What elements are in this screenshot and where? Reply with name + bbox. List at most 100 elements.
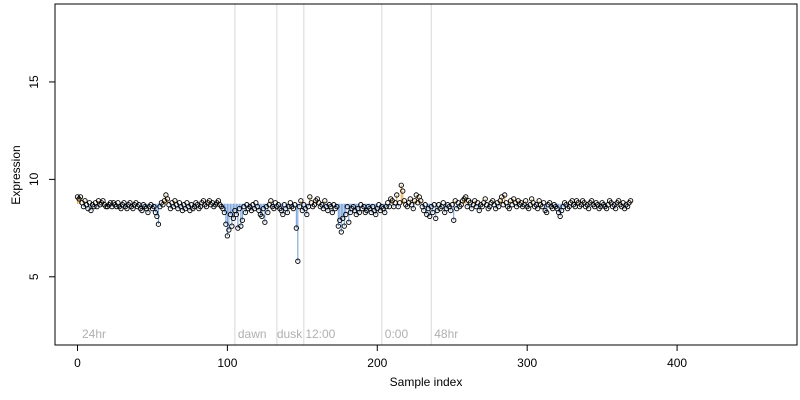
data-point-180	[344, 204, 350, 210]
region-label-0: 24hr	[82, 327, 106, 341]
data-point-125	[262, 219, 268, 225]
data-point-181	[346, 219, 352, 225]
data-point-322	[557, 213, 563, 220]
x-axis-label: Sample index	[390, 375, 463, 389]
data-point-359	[612, 205, 619, 212]
data-point-147	[295, 258, 301, 264]
data-point-205	[382, 209, 388, 216]
data-point-106	[233, 211, 240, 218]
data-point-268	[476, 207, 482, 214]
x-tick-label-0: 0	[74, 356, 81, 370]
data-point-165	[322, 198, 328, 204]
data-point-101	[226, 227, 232, 233]
data-point-98	[221, 209, 228, 216]
data-point-103	[229, 223, 235, 229]
x-axis: 0 100 200 300 400	[74, 344, 687, 370]
data-point-369	[627, 198, 634, 204]
data-point-259	[463, 194, 469, 200]
data-point-288	[506, 205, 512, 212]
data-point-272	[482, 196, 488, 202]
data-point-129	[268, 198, 274, 204]
data-point-173	[334, 204, 340, 210]
data-point-232	[422, 202, 428, 208]
data-point-99	[223, 221, 229, 227]
data-point-146	[293, 225, 299, 231]
data-point-177	[340, 215, 346, 221]
data-point-251	[451, 217, 457, 223]
data-point-222	[407, 196, 413, 202]
data-point-60	[164, 196, 171, 202]
data-point-249	[448, 207, 454, 214]
data-point-285	[502, 192, 508, 198]
data-point-188	[356, 209, 362, 216]
data-point-47	[145, 209, 151, 216]
data-point-237	[430, 209, 436, 216]
data-point-231	[421, 207, 427, 214]
data-point-100	[224, 233, 231, 239]
data-point-153	[304, 211, 310, 218]
region-label-3: 12:00	[305, 327, 335, 341]
data-point-215	[397, 200, 403, 206]
data-point-9	[88, 207, 94, 214]
region-label-1: dawn	[238, 327, 267, 341]
data-point-313	[544, 209, 550, 216]
y-tick-label-1: 10	[27, 172, 41, 186]
y-axis: 5 10 15	[27, 75, 56, 280]
x-tick-label-4: 400	[667, 356, 687, 370]
data-point-224	[410, 205, 416, 212]
data-point-51	[151, 204, 157, 210]
data-point-244	[440, 200, 446, 206]
data-point-217	[400, 188, 406, 194]
y-tick-label-0: 5	[27, 273, 41, 280]
data-point-250	[449, 202, 455, 208]
data-point-53	[154, 213, 160, 220]
data-point-109	[238, 223, 244, 229]
data-point-43	[139, 207, 145, 214]
data-point-110	[239, 217, 246, 223]
data-point-127	[265, 209, 271, 216]
y-axis-label: Expression	[9, 145, 23, 204]
data-point-54	[155, 221, 162, 227]
data-point-112	[242, 209, 249, 216]
data-point-235	[427, 213, 433, 220]
data-point-148	[296, 204, 302, 210]
region-labels: 24hr dawn dusk 12:00 0:00 48hr	[82, 327, 458, 341]
data-point-108	[236, 205, 243, 212]
data-point-155	[307, 194, 313, 200]
data-point-2	[77, 194, 84, 200]
data-point-140	[284, 209, 290, 216]
data-point-170	[329, 209, 335, 216]
region-label-2: dusk	[277, 327, 303, 341]
data-point-179	[343, 211, 349, 218]
x-tick-label-2: 200	[367, 356, 387, 370]
data-point-213	[394, 192, 400, 198]
data-point-137	[280, 211, 286, 218]
x-tick-label-3: 300	[517, 356, 537, 370]
x-tick-label-1: 100	[217, 356, 237, 370]
data-points	[74, 182, 634, 264]
data-point-102	[227, 211, 234, 218]
data-point-104	[230, 215, 237, 221]
plot-frame	[54, 3, 798, 346]
data-point-176	[338, 229, 344, 235]
region-label-4: 0:00	[385, 327, 409, 341]
data-point-307	[535, 205, 541, 212]
data-point-174	[335, 223, 341, 229]
data-point-260	[464, 204, 470, 210]
data-point-123	[259, 213, 265, 220]
data-point-199	[373, 211, 379, 218]
y-tick-label-2: 15	[27, 75, 41, 89]
data-point-145	[292, 202, 298, 208]
data-point-239	[433, 215, 439, 221]
data-point-281	[496, 204, 502, 210]
data-point-311	[541, 200, 547, 206]
region-lines	[234, 4, 432, 345]
data-point-149	[298, 198, 304, 204]
data-point-178	[341, 223, 347, 229]
data-point-216	[398, 182, 404, 188]
data-point-167	[325, 207, 331, 214]
data-point-299	[523, 198, 529, 204]
region-label-5: 48hr	[434, 327, 458, 341]
data-point-341	[585, 205, 592, 212]
